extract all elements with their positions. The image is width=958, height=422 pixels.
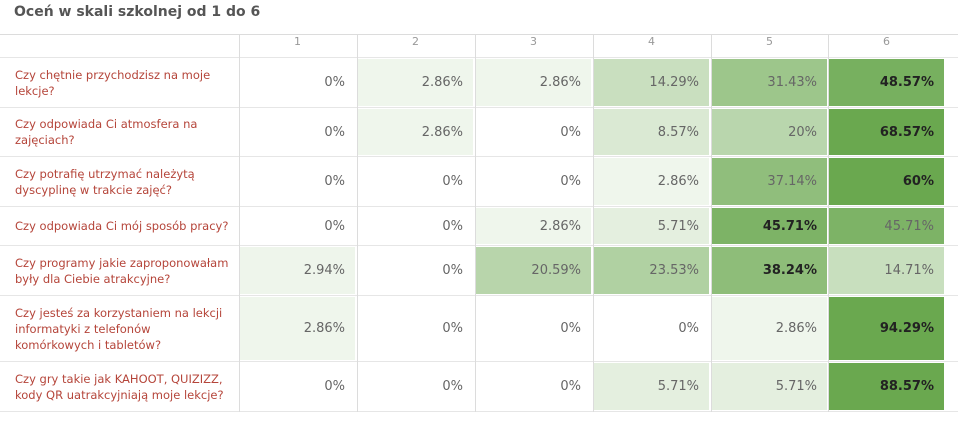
- heat-cell-r4-c2: 0%: [358, 208, 473, 244]
- heat-cell-r2-c6: 68.57%: [829, 109, 944, 155]
- heat-cell-r1-c1: 0%: [240, 59, 355, 106]
- heat-cell-r7-c6: 88.57%: [829, 363, 944, 410]
- row-divider: [0, 411, 958, 412]
- heat-cell-r3-c2: 0%: [358, 158, 473, 205]
- heat-cell-r5-c5: 38.24%: [712, 247, 827, 294]
- column-header-4: 4: [648, 35, 655, 48]
- question-label: Czy odpowiada Ci mój sposób pracy?: [15, 219, 229, 233]
- heat-cell-r4-c4: 5.71%: [594, 208, 709, 244]
- heat-cell-r6-c6: 94.29%: [829, 297, 944, 360]
- column-divider: [239, 34, 240, 412]
- heat-cell-r2-c5: 20%: [712, 109, 827, 155]
- row-divider: [0, 156, 958, 157]
- row-divider: [0, 206, 958, 207]
- heat-cell-r5-c3: 20.59%: [476, 247, 591, 294]
- heat-cell-r2-c1: 0%: [240, 109, 355, 155]
- header-divider: [0, 57, 958, 58]
- heat-cell-r4-c5: 45.71%: [712, 208, 827, 244]
- heat-cell-r4-c3: 2.86%: [476, 208, 591, 244]
- column-header-3: 3: [530, 35, 537, 48]
- heat-cell-r1-c5: 31.43%: [712, 59, 827, 106]
- heat-cell-r7-c3: 0%: [476, 363, 591, 410]
- heat-cell-r6-c2: 0%: [358, 297, 473, 360]
- heat-cell-r3-c6: 60%: [829, 158, 944, 205]
- question-label: Czy odpowiada Ci atmosfera na zajęciach?: [15, 117, 198, 147]
- row-divider: [0, 107, 958, 108]
- heat-cell-r1-c4: 14.29%: [594, 59, 709, 106]
- heat-cell-r1-c6: 48.57%: [829, 59, 944, 106]
- heat-cell-r7-c2: 0%: [358, 363, 473, 410]
- column-divider: [593, 34, 594, 412]
- question-label: Czy chętnie przychodzisz na moje lekcje?: [15, 67, 211, 98]
- heat-cell-r6-c3: 0%: [476, 297, 591, 360]
- heat-cell-r3-c1: 0%: [240, 158, 355, 205]
- heat-cell-r5-c6: 14.71%: [829, 247, 944, 294]
- heat-cell-r4-c6: 45.71%: [829, 208, 944, 244]
- heat-cell-r4-c1: 0%: [240, 208, 355, 244]
- column-header-1: 1: [294, 35, 301, 48]
- row-divider: [0, 245, 958, 246]
- heat-cell-r2-c4: 8.57%: [594, 109, 709, 155]
- heat-cell-r2-c2: 2.86%: [358, 109, 473, 155]
- question-label: Czy gry takie jak KAHOOT, QUIZIZZ, kody …: [15, 371, 224, 402]
- header-divider: [0, 34, 958, 35]
- column-divider: [711, 34, 712, 412]
- column-header-2: 2: [412, 35, 419, 48]
- heat-cell-r6-c1: 2.86%: [240, 297, 355, 360]
- heat-cell-r3-c5: 37.14%: [712, 158, 827, 205]
- column-divider: [357, 34, 358, 412]
- heat-cell-r7-c5: 5.71%: [712, 363, 827, 410]
- row-divider: [0, 295, 958, 296]
- column-divider: [828, 34, 829, 412]
- heat-cell-r1-c2: 2.86%: [358, 59, 473, 106]
- heat-cell-r5-c4: 23.53%: [594, 247, 709, 294]
- column-divider: [475, 34, 476, 412]
- question-label: Czy jesteś za korzystaniem na lekcji inf…: [15, 305, 223, 352]
- heat-cell-r6-c4: 0%: [594, 297, 709, 360]
- column-header-5: 5: [766, 35, 773, 48]
- question-label: Czy programy jakie zaproponowałam były d…: [15, 255, 229, 286]
- heat-cell-r1-c3: 2.86%: [476, 59, 591, 106]
- row-divider: [0, 361, 958, 362]
- heat-cell-r3-c3: 0%: [476, 158, 591, 205]
- question-label: Czy potrafię utrzymać należytą dyscyplin…: [15, 166, 195, 197]
- column-header-6: 6: [883, 35, 890, 48]
- heat-cell-r5-c2: 0%: [358, 247, 473, 294]
- heat-cell-r5-c1: 2.94%: [240, 247, 355, 294]
- heat-cell-r7-c1: 0%: [240, 363, 355, 410]
- heat-cell-r3-c4: 2.86%: [594, 158, 709, 205]
- heat-cell-r7-c4: 5.71%: [594, 363, 709, 410]
- chart-title: Oceń w skali szkolnej od 1 do 6: [14, 4, 261, 20]
- heat-cell-r2-c3: 0%: [476, 109, 591, 155]
- heat-cell-r6-c5: 2.86%: [712, 297, 827, 360]
